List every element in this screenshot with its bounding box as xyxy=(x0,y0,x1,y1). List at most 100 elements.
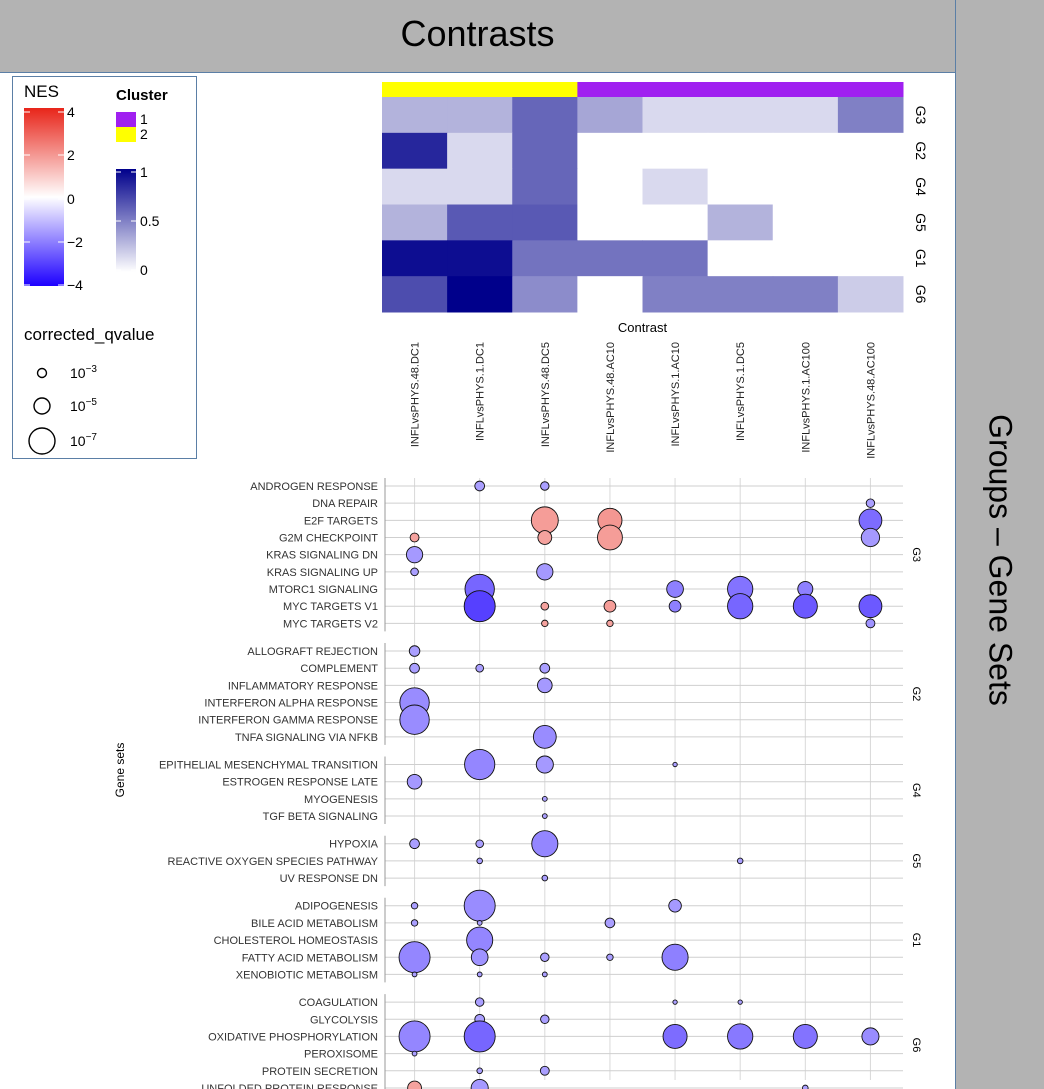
dot-point xyxy=(672,999,678,1005)
contrast-label: INFLvsPHYS.1.DC5 xyxy=(735,342,747,441)
heatmap-group-label: G1 xyxy=(913,249,929,268)
heatmap-cell xyxy=(447,168,513,205)
dot-point xyxy=(411,971,418,978)
dot-point xyxy=(399,704,430,735)
gene-set-label: ALLOGRAFT REJECTION xyxy=(247,646,378,658)
contrast-label: INFLvsPHYS.1.AC10 xyxy=(670,342,682,447)
gene-set-label: DNA REPAIR xyxy=(312,498,378,510)
dot-point xyxy=(865,618,876,629)
heatmap-cell xyxy=(577,168,643,205)
cluster-legend-title: Cluster xyxy=(116,87,168,104)
contrasts-banner-label: Contrasts xyxy=(400,13,555,54)
score-tick-label: 0 xyxy=(140,262,148,278)
gene-set-label: MYOGENESIS xyxy=(304,794,378,806)
dot-point xyxy=(858,594,883,619)
cluster-swatch xyxy=(116,127,136,142)
heatmap-group-label: G2 xyxy=(913,141,929,160)
gene-set-label: HYPOXIA xyxy=(329,839,379,851)
dot-point xyxy=(409,662,420,674)
heatmap-cell xyxy=(837,168,904,205)
dot-point xyxy=(398,1020,431,1053)
gene-set-label: TGF BETA SIGNALING xyxy=(263,811,378,823)
dot-point xyxy=(535,755,554,774)
heatmap-cell xyxy=(577,240,643,277)
dot-point xyxy=(539,1065,550,1076)
dot-point xyxy=(540,1014,550,1024)
nes-tick-label: 0 xyxy=(67,191,75,207)
heatmap-cell xyxy=(642,276,709,313)
contrast-label: INFLvsPHYS.48.DC5 xyxy=(540,342,552,447)
heatmap-cell xyxy=(382,204,448,241)
cluster-bar-cell xyxy=(772,82,839,97)
heatmap-cell xyxy=(707,204,774,241)
cluster-bar-cell xyxy=(642,82,709,97)
gene-set-label: INTERFERON ALPHA RESPONSE xyxy=(204,698,378,710)
dot-point xyxy=(410,567,419,577)
gene-set-label: EPITHELIAL MESENCHYMAL TRANSITION xyxy=(159,760,378,772)
gene-set-label: BILE ACID METABOLISM xyxy=(251,918,378,930)
heatmap-cell xyxy=(642,168,709,205)
heatmap-cell xyxy=(707,240,774,277)
heatmap-cell xyxy=(642,132,709,170)
dot-point xyxy=(737,999,743,1005)
heatmap-cell xyxy=(447,276,513,313)
heatmap-cell xyxy=(642,240,709,277)
legend-group: NES420−2−4Cluster1210.50corrected_qvalue… xyxy=(24,82,168,455)
dot-point xyxy=(463,889,496,922)
heatmap-cell xyxy=(447,240,513,277)
heatmap-cell xyxy=(642,204,709,241)
dotplot-group-label: G6 xyxy=(910,1038,922,1053)
score-tick-label: 0.5 xyxy=(140,213,160,229)
dot-point xyxy=(476,1067,483,1075)
groups-gene-sets-banner-label: Groups – Gene Sets xyxy=(982,414,1019,706)
heatmap-cell xyxy=(447,204,513,241)
heatmap-cell xyxy=(512,204,578,241)
heatmap-cell xyxy=(577,276,643,313)
dot-point xyxy=(530,506,559,535)
gene-set-label: ANDROGEN RESPONSE xyxy=(250,481,378,493)
dot-point xyxy=(666,580,684,598)
gene-set-label: UV RESPONSE DN xyxy=(280,873,378,885)
heatmap-cell xyxy=(382,240,448,277)
dot-point xyxy=(539,662,551,674)
gene-set-label: XENOBIOTIC METABOLISM xyxy=(236,969,378,981)
dot-point xyxy=(463,1020,496,1053)
nes-tick-label: −4 xyxy=(67,277,83,293)
size-legend-circle xyxy=(28,427,56,455)
dot-point xyxy=(470,948,489,967)
dot-point xyxy=(476,920,483,926)
gene-set-label: ADIPOGENESIS xyxy=(295,901,378,913)
nes-legend-title: NES xyxy=(24,82,59,101)
dot-point xyxy=(540,481,550,491)
size-legend-title: corrected_qvalue xyxy=(24,325,154,344)
heatmap-cell xyxy=(837,240,904,277)
gene-set-label: PEROXISOME xyxy=(304,1049,378,1061)
heatmap-cell xyxy=(772,132,839,170)
size-legend-circle xyxy=(33,397,51,415)
heatmap-cell xyxy=(707,168,774,205)
contrast-label: INFLvsPHYS.48.AC100 xyxy=(865,342,877,459)
cluster-bar-cell xyxy=(577,82,643,97)
dotplot-y-axis-label: Gene sets xyxy=(113,743,127,798)
dot-point xyxy=(540,952,550,962)
dot-point xyxy=(475,839,484,849)
dot-point xyxy=(406,773,423,790)
gene-set-label: MTORC1 SIGNALING xyxy=(269,584,378,596)
heatmap-group-label: G6 xyxy=(913,285,929,304)
heatmap-cell xyxy=(382,97,448,134)
dotplot-group: ANDROGEN RESPONSE DNA REPAIR E2F TARGETS G2… xyxy=(113,478,922,1089)
heatmap-group: G3 G2 G4 G5 G1 G6 Contrast INFLvsPHYS.48.DC1 INF… xyxy=(382,82,929,459)
gene-set-label: KRAS SIGNALING UP xyxy=(267,567,378,579)
gene-set-label: PROTEIN SECRETION xyxy=(262,1066,378,1078)
cluster-label: 2 xyxy=(140,126,148,142)
heatmap-cell xyxy=(447,97,513,134)
gene-set-label: INTERFERON GAMMA RESPONSE xyxy=(198,715,378,727)
dot-point xyxy=(661,943,689,971)
nes-tick-label: −2 xyxy=(67,234,83,250)
dotplot-group-label: G3 xyxy=(910,547,922,562)
dot-point xyxy=(727,1023,754,1050)
cluster-bar-cell xyxy=(382,82,448,97)
heatmap-x-axis-label: Contrast xyxy=(618,320,668,335)
heatmap-cell xyxy=(382,168,448,205)
heatmap-cell xyxy=(512,132,578,170)
